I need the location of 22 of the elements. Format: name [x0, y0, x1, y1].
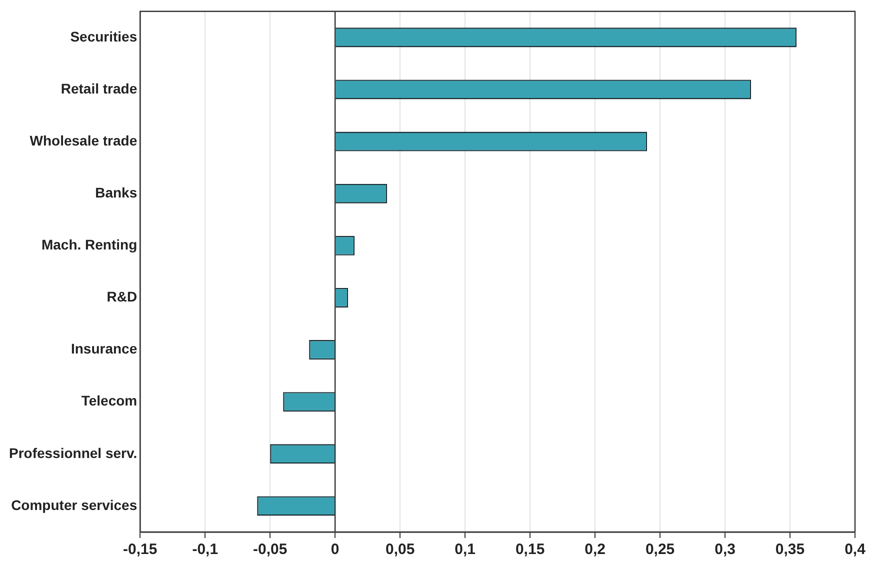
y-tick-label: Mach. Renting — [41, 236, 138, 253]
x-tick-label: 0,35 — [775, 541, 805, 558]
y-tick-label: Wholesale trade — [30, 132, 138, 148]
x-tick-label: 0,4 — [844, 541, 866, 558]
y-tick-label: Retail trade — [60, 80, 138, 96]
x-tick-label: 0,15 — [515, 541, 545, 558]
x-tick-label: 0,25 — [645, 541, 675, 558]
y-tick-label: Banks — [95, 184, 138, 200]
y-tick-label: Professionnel serv. — [8, 444, 138, 461]
x-tick-label: 0,1 — [454, 541, 476, 558]
x-tick-label: 0,3 — [714, 541, 736, 558]
y-tick-label: Insurance — [70, 340, 138, 357]
x-tick-label: 0,2 — [584, 541, 606, 558]
x-tick-label: -0,15 — [123, 541, 158, 558]
y-tick-label: Telecom — [81, 392, 138, 409]
x-tick-label: 0 — [330, 541, 340, 558]
y-tick-label: R&D — [106, 288, 138, 305]
y-tick-label: Securities — [70, 28, 138, 44]
x-tick-label: 0,05 — [385, 541, 415, 558]
y-tick-label: Computer services — [11, 496, 138, 513]
x-tick-label: -0,05 — [253, 541, 288, 558]
x-tick-label: -0,1 — [192, 541, 218, 558]
